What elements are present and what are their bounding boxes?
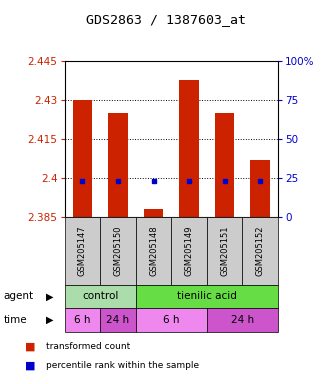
Text: 6 h: 6 h	[163, 315, 179, 325]
Text: transformed count: transformed count	[46, 342, 131, 351]
Text: GSM205151: GSM205151	[220, 226, 229, 276]
Text: ▶: ▶	[46, 291, 53, 301]
Text: GSM205150: GSM205150	[114, 226, 122, 276]
Text: control: control	[82, 291, 118, 301]
Text: GSM205148: GSM205148	[149, 226, 158, 276]
Text: GSM205152: GSM205152	[256, 226, 265, 276]
Text: 24 h: 24 h	[231, 315, 254, 325]
Text: ■: ■	[25, 361, 35, 371]
Text: GSM205147: GSM205147	[78, 226, 87, 276]
Text: ■: ■	[25, 342, 35, 352]
Text: percentile rank within the sample: percentile rank within the sample	[46, 361, 200, 371]
Text: GSM205149: GSM205149	[185, 226, 194, 276]
Text: tienilic acid: tienilic acid	[177, 291, 237, 301]
Text: 6 h: 6 h	[74, 315, 91, 325]
Bar	[144, 209, 163, 217]
Text: 24 h: 24 h	[106, 315, 129, 325]
Text: agent: agent	[3, 291, 33, 301]
Text: GDS2863 / 1387603_at: GDS2863 / 1387603_at	[85, 13, 246, 26]
Bar	[179, 79, 199, 217]
Bar	[251, 160, 270, 217]
Bar	[215, 113, 234, 217]
Bar	[72, 100, 92, 217]
Text: ▶: ▶	[46, 315, 53, 325]
Text: time: time	[3, 315, 27, 325]
Bar	[108, 113, 128, 217]
